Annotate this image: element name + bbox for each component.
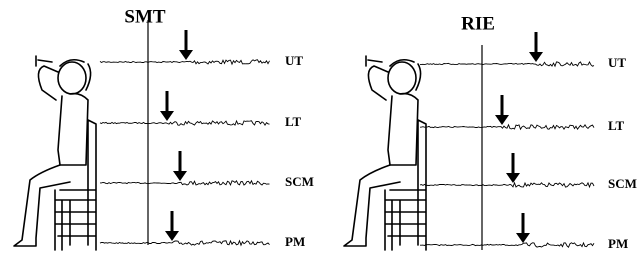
muscle-label: SCM <box>608 176 637 191</box>
emg-trace <box>100 60 270 64</box>
onset-arrowhead <box>516 233 530 243</box>
onset-arrowhead <box>179 50 193 60</box>
onset-arrowhead <box>173 171 187 181</box>
emg-trace <box>420 62 594 66</box>
emg-trace <box>100 121 270 125</box>
muscle-label: UT <box>608 55 626 70</box>
emg-trace <box>420 243 594 247</box>
onset-arrowhead <box>495 115 509 125</box>
muscle-label: PM <box>285 234 305 249</box>
figure: SMT UT LT SCM PM RIE UT LT SCM PM <box>0 0 638 253</box>
emg-trace <box>100 181 270 185</box>
muscle-label: LT <box>608 118 624 133</box>
emg-trace <box>420 125 594 129</box>
onset-arrowhead <box>529 52 543 62</box>
panel-title: RIE <box>461 13 495 34</box>
onset-arrowhead <box>160 111 174 121</box>
onset-arrowhead <box>165 231 179 241</box>
emg-trace <box>420 183 594 187</box>
muscle-label: UT <box>285 53 303 68</box>
panel-title: SMT <box>124 6 166 27</box>
subject-sketch <box>344 56 426 250</box>
muscle-label: LT <box>285 114 301 129</box>
subject-sketch <box>14 56 96 250</box>
muscle-label: PM <box>608 236 628 251</box>
emg-trace <box>100 241 270 245</box>
muscle-label: SCM <box>285 174 314 189</box>
onset-arrowhead <box>506 173 520 183</box>
